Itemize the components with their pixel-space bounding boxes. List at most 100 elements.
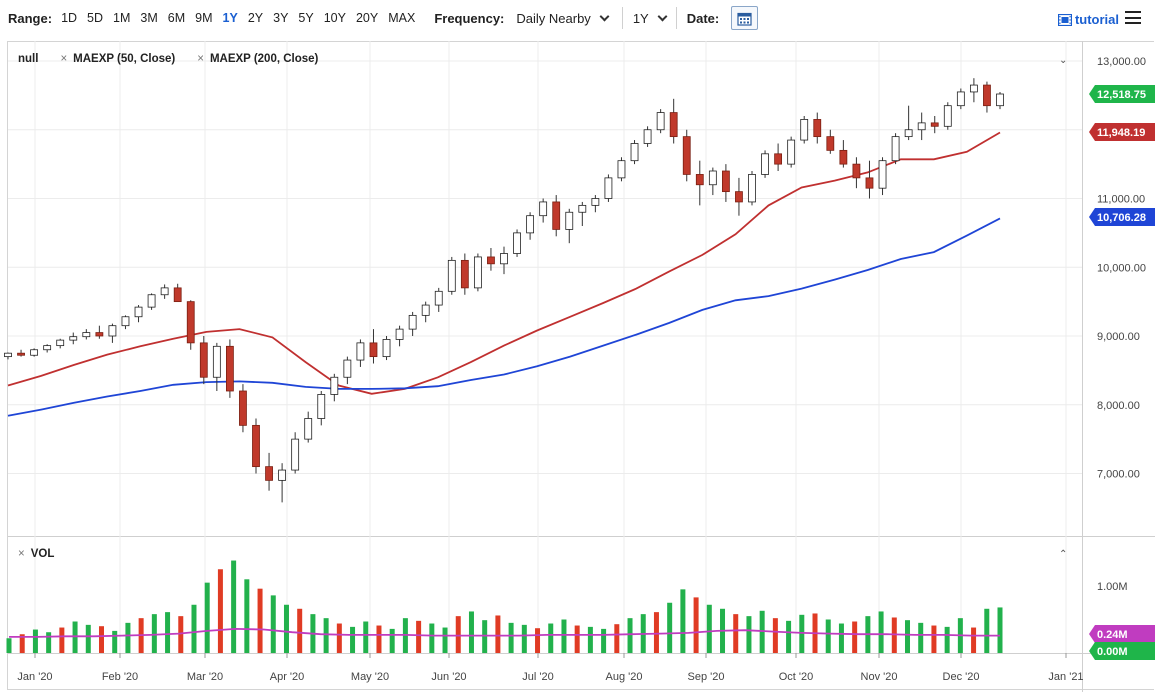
ma50-badge-shape xyxy=(1089,123,1155,141)
candle-up xyxy=(447,259,456,292)
range-20y[interactable]: 20Y xyxy=(355,11,379,25)
volume-bars xyxy=(6,560,1003,653)
candle-up xyxy=(513,232,521,254)
price-tick-label: 7,000.00 xyxy=(1097,469,1140,481)
volume-bar xyxy=(32,629,38,653)
range-list: 1D 5D 1M 3M 6M 9M 1Y 2Y 3Y 5Y 10Y 20Y MAX xyxy=(56,11,420,25)
candle-up xyxy=(878,160,887,189)
candle-up xyxy=(434,290,443,306)
volume-bar xyxy=(336,623,342,653)
range-3y[interactable]: 3Y xyxy=(273,11,289,25)
candle-down xyxy=(265,466,273,481)
candle-up xyxy=(539,201,548,217)
ma50-badge-text: 11,948.19 xyxy=(1097,127,1145,139)
time-tick-label: Sep '20 xyxy=(688,671,725,683)
remove-volume-icon[interactable]: × xyxy=(18,548,25,560)
range-max[interactable]: MAX xyxy=(388,11,416,25)
candle-up xyxy=(147,294,156,308)
volume-bar xyxy=(455,616,461,653)
candle-up xyxy=(304,418,313,440)
range-2y[interactable]: 2Y xyxy=(247,11,264,25)
volume-bar xyxy=(191,604,197,653)
calendar-button[interactable] xyxy=(731,6,759,30)
candle-up xyxy=(526,215,535,234)
volume-bar xyxy=(416,620,422,653)
expand-volume-pane-icon[interactable]: ⌃ xyxy=(1059,549,1068,560)
time-tick-label: Aug '20 xyxy=(606,671,643,683)
volume-bar xyxy=(46,632,52,653)
volume-ma-badge-text: 0.24M xyxy=(1097,629,1128,641)
candle-down xyxy=(695,174,704,186)
chart-legend: null × MAEXP (50, Close) × MAEXP (200, C… xyxy=(18,53,318,65)
candle-up xyxy=(382,339,391,358)
candle-down xyxy=(930,122,939,127)
candle-down xyxy=(239,390,247,426)
range-9m[interactable]: 9M xyxy=(195,11,213,25)
candle-up xyxy=(604,177,613,199)
tutorial-label: tutorial xyxy=(1074,12,1119,27)
candle-up xyxy=(4,352,12,358)
last-price-badge-text: 12,518.75 xyxy=(1097,89,1146,101)
candle-up xyxy=(708,170,717,186)
tutorial-link[interactable]: tutorial xyxy=(1057,12,1119,27)
candle-down xyxy=(839,149,848,165)
volume-bar xyxy=(468,611,474,653)
range-1d[interactable]: 1D xyxy=(61,11,78,25)
price-tick-label: 10,000.00 xyxy=(1097,262,1146,274)
candle-down xyxy=(199,342,208,378)
candle-up xyxy=(160,287,169,296)
range-1m[interactable]: 1M xyxy=(113,11,131,25)
collapse-price-pane-icon[interactable]: ⌄ xyxy=(1059,55,1068,66)
price-tick-label: 13,000.00 xyxy=(1097,56,1146,68)
volume-bar xyxy=(693,597,699,653)
remove-study2-icon[interactable]: × xyxy=(197,53,204,65)
candle-up xyxy=(43,345,52,351)
price-badges: 12,518.75 11,948.19 10,706.28 0.24M 0.00M xyxy=(1089,85,1155,660)
volume-bar xyxy=(733,614,739,653)
time-tick-label: Jun '20 xyxy=(431,671,466,683)
volume-bar xyxy=(217,569,223,653)
range-5y[interactable]: 5Y xyxy=(298,11,314,25)
period-dropdown[interactable]: 1Y xyxy=(633,11,668,26)
candle-up xyxy=(787,139,796,165)
candle-down xyxy=(369,342,378,358)
range-5d[interactable]: 5D xyxy=(87,11,104,25)
volume-bar xyxy=(495,615,501,653)
candle-down xyxy=(774,153,783,165)
volume-bar xyxy=(508,622,514,653)
volume-bar xyxy=(19,634,25,653)
ma200-badge-text: 10,706.28 xyxy=(1097,212,1146,224)
volume-bar xyxy=(165,612,171,653)
candle-down xyxy=(826,136,835,151)
remove-study1-icon[interactable]: × xyxy=(60,53,68,65)
frequency-label: Frequency: xyxy=(434,10,505,26)
calendar-icon xyxy=(737,12,752,26)
volume-ma-line xyxy=(9,627,1000,638)
candle-up xyxy=(904,129,913,138)
volume-bar xyxy=(521,624,527,653)
volume-bar xyxy=(997,607,1003,653)
frequency-dropdown[interactable]: Daily Nearby xyxy=(516,11,610,26)
range-6m[interactable]: 6M xyxy=(167,11,186,25)
volume-bar xyxy=(627,618,633,653)
candle-up xyxy=(408,314,417,330)
volume-bar xyxy=(838,623,844,653)
volume-last-badge-shape xyxy=(1089,642,1155,660)
candle-up xyxy=(956,91,965,107)
candle-up xyxy=(121,316,130,327)
time-tick-label: Apr '20 xyxy=(270,671,305,683)
range-10y[interactable]: 10Y xyxy=(323,11,346,25)
candle-up xyxy=(421,304,430,316)
range-3m[interactable]: 3M xyxy=(140,11,158,25)
candle-down xyxy=(682,136,691,175)
candle-up xyxy=(761,153,769,175)
volume-bar xyxy=(283,604,289,653)
hamburger-menu-icon[interactable] xyxy=(1125,11,1141,24)
candle-up xyxy=(969,84,978,93)
last-price-badge-shape xyxy=(1089,85,1155,103)
volume-bar xyxy=(786,620,792,653)
volume-bar xyxy=(984,608,990,653)
range-label: Range: xyxy=(8,10,53,26)
range-1y[interactable]: 1Y xyxy=(222,11,238,25)
